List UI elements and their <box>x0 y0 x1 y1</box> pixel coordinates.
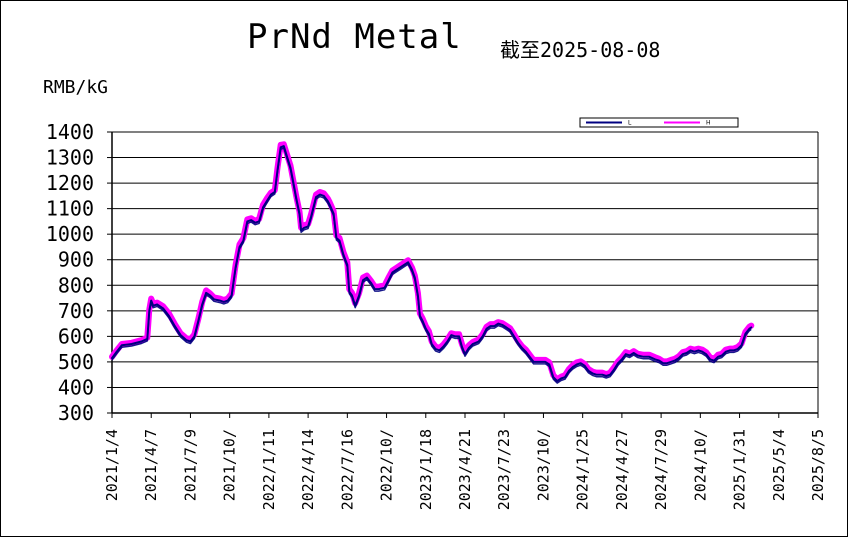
x-tick-label: 2024/1/25 <box>574 429 592 510</box>
y-tick-label: 400 <box>58 375 94 399</box>
legend-label-H: H <box>706 120 711 127</box>
x-tick-label: 2024/7/29 <box>652 429 670 510</box>
y-tick-label: 300 <box>58 401 94 425</box>
x-tick-label: 2022/10/ <box>378 429 396 501</box>
x-tick-label: 2025/8/5 <box>809 429 827 501</box>
y-tick-label: 500 <box>58 350 94 374</box>
legend-box <box>579 117 739 128</box>
chart-title: PrNd Metal <box>247 17 462 57</box>
x-tick-label: 2021/4/7 <box>142 429 160 501</box>
x-tick-label: 2023/7/23 <box>495 429 513 510</box>
y-tick-label: 1300 <box>46 146 94 170</box>
y-tick-label: 700 <box>58 299 94 323</box>
x-tick-label: 2024/10/ <box>691 429 709 501</box>
x-tick-label: 2021/1/4 <box>103 429 121 501</box>
x-tick-label: 2023/1/18 <box>417 429 435 510</box>
y-tick-label: 1400 <box>46 120 94 144</box>
x-tick-label: 2025/1/31 <box>731 429 749 510</box>
x-tick-label: 2025/5/4 <box>770 429 788 501</box>
y-tick-label: 900 <box>58 248 94 272</box>
x-tick-label: 2024/4/27 <box>613 429 631 510</box>
x-tick-label: 2023/10/ <box>534 429 552 501</box>
legend-label-L: L <box>628 120 632 127</box>
y-tick-label: 1000 <box>46 222 94 246</box>
x-tick-label: 2021/10/ <box>221 429 239 501</box>
y-tick-label: 800 <box>58 273 94 297</box>
x-tick-label: 2022/7/16 <box>338 429 356 510</box>
y-tick-label: 1200 <box>46 171 94 195</box>
series-line-L <box>111 145 753 383</box>
x-tick-label: 2021/7/9 <box>181 429 199 501</box>
x-tick-label: 2023/4/21 <box>456 429 474 510</box>
y-tick-label: 1100 <box>46 197 94 221</box>
y-tick-label: 600 <box>58 324 94 348</box>
x-tick-label: 2022/4/14 <box>299 429 317 510</box>
series-line-L-edge <box>111 147 752 384</box>
plot-area <box>112 132 818 413</box>
x-tick-label: 2022/1/11 <box>260 429 278 510</box>
y-axis-label: RMB/kG <box>43 77 109 98</box>
chart-subtitle: 截至2025-08-08 <box>500 38 661 62</box>
